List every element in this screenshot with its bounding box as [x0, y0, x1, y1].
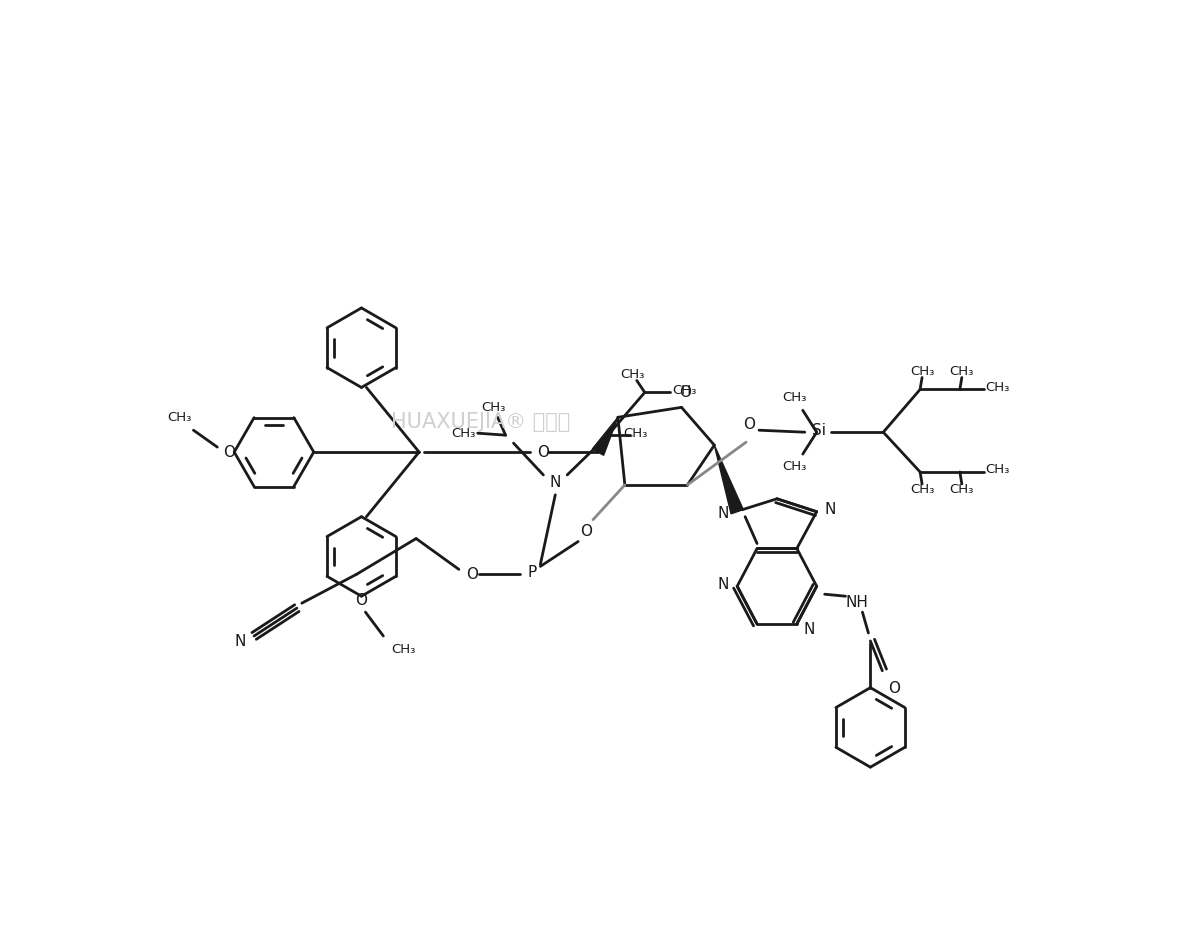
Text: N: N: [825, 502, 836, 517]
Text: CH₃: CH₃: [949, 483, 974, 496]
Text: CH₃: CH₃: [985, 381, 1009, 394]
Text: CH₃: CH₃: [623, 426, 648, 439]
Text: CH₃: CH₃: [481, 400, 505, 413]
Text: O: O: [580, 524, 592, 540]
Polygon shape: [715, 445, 743, 514]
Text: N: N: [235, 634, 245, 650]
Text: NH: NH: [845, 594, 867, 610]
Text: CH₃: CH₃: [391, 643, 415, 656]
Text: HUAXUEJIA® 化学加: HUAXUEJIA® 化学加: [391, 413, 570, 432]
Text: CH₃: CH₃: [909, 483, 935, 496]
Text: O: O: [224, 445, 236, 460]
Text: N: N: [804, 623, 814, 638]
Text: Si: Si: [812, 423, 825, 438]
Text: O: O: [355, 592, 367, 608]
Text: CH₃: CH₃: [621, 368, 645, 381]
Text: O: O: [466, 566, 478, 582]
Text: CH₃: CH₃: [672, 384, 697, 397]
Polygon shape: [592, 417, 618, 455]
Text: CH₃: CH₃: [783, 391, 807, 404]
Text: N: N: [717, 577, 729, 591]
Text: O: O: [888, 681, 900, 696]
Text: N: N: [550, 476, 561, 490]
Text: N: N: [717, 506, 729, 521]
Text: CH₃: CH₃: [783, 461, 807, 474]
Text: O: O: [680, 385, 692, 400]
Text: CH₃: CH₃: [985, 464, 1009, 476]
Text: O: O: [743, 417, 755, 432]
Text: CH₃: CH₃: [909, 365, 935, 378]
Text: CH₃: CH₃: [167, 411, 191, 424]
Text: CH₃: CH₃: [949, 365, 974, 378]
Text: CH₃: CH₃: [451, 426, 476, 439]
Text: O: O: [538, 445, 550, 460]
Text: P: P: [528, 565, 537, 580]
